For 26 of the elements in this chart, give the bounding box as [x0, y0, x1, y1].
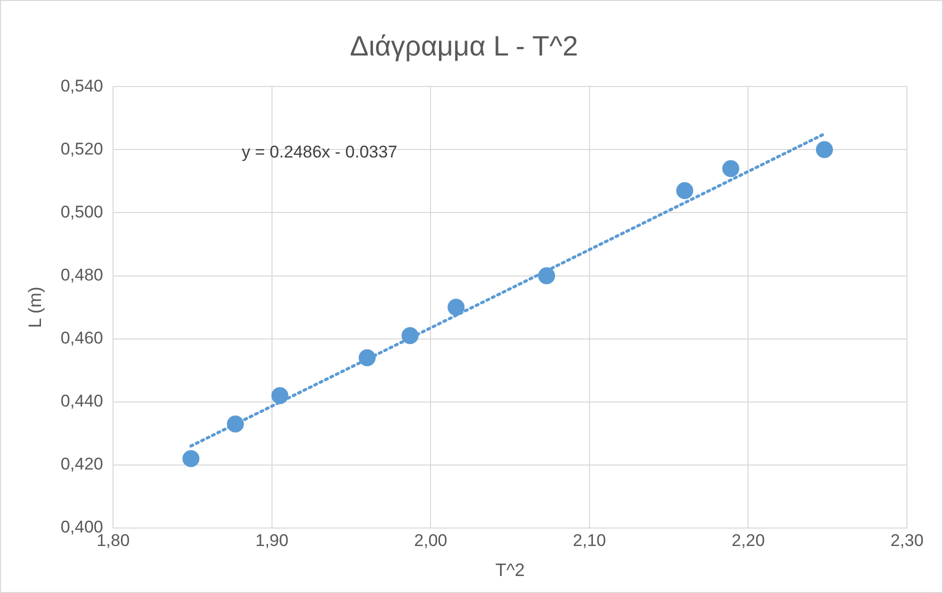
point: [358, 349, 376, 366]
y-tick-label: 0,540: [60, 76, 104, 96]
y-tick-label: 0,460: [60, 328, 104, 348]
y-tick-label: 0,420: [60, 454, 104, 474]
point: [448, 298, 465, 316]
x-tick-label: 2,30: [890, 530, 924, 550]
point: [538, 267, 556, 284]
y-tick-label: 0,440: [60, 392, 104, 411]
x-tick-label: 2,20: [732, 530, 765, 550]
point: [271, 387, 288, 404]
point: [182, 450, 200, 468]
y-tick-label: 0,520: [60, 139, 104, 158]
point: [676, 182, 694, 200]
y-axis-title: L (m): [24, 286, 45, 328]
x-axis-title: T^2: [495, 560, 525, 580]
point: [816, 141, 833, 158]
x-tick-label: 1,90: [255, 530, 288, 550]
y-tick-label: 0,480: [60, 265, 104, 284]
annotation: y = 0.2486x - 0.0337: [242, 142, 398, 162]
point: [226, 415, 244, 432]
chart-title: Διάγραμμα L - T^2: [350, 30, 578, 62]
x-tick-label: 2,00: [414, 530, 448, 550]
y-tick-label: 0,500: [60, 202, 104, 222]
point: [722, 160, 740, 178]
x-tick-label: 2,10: [572, 530, 606, 550]
point: [402, 327, 419, 344]
